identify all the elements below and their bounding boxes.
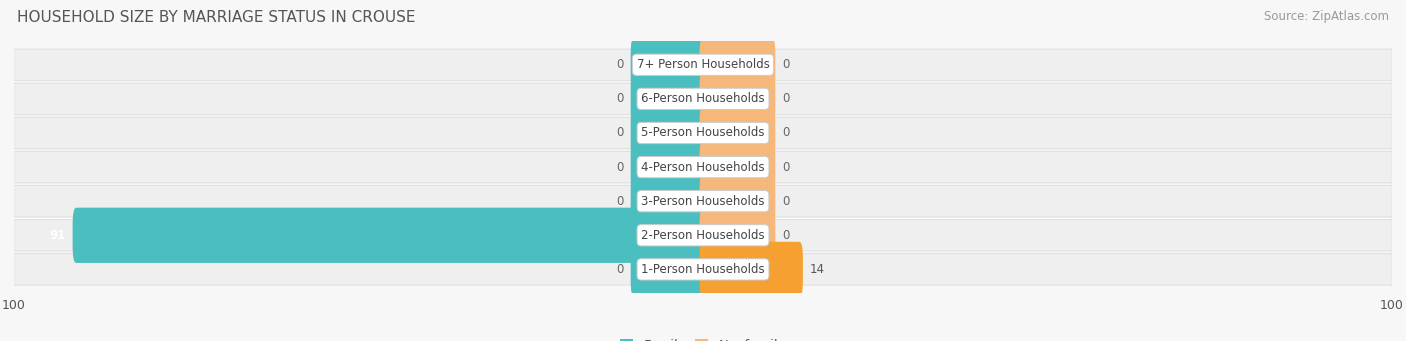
- FancyBboxPatch shape: [14, 151, 1392, 183]
- FancyBboxPatch shape: [700, 37, 775, 92]
- Text: 0: 0: [782, 195, 790, 208]
- FancyBboxPatch shape: [700, 105, 775, 161]
- FancyBboxPatch shape: [631, 105, 706, 161]
- FancyBboxPatch shape: [14, 186, 1392, 217]
- FancyBboxPatch shape: [700, 139, 775, 195]
- Text: 0: 0: [782, 127, 790, 139]
- Text: 4-Person Households: 4-Person Households: [641, 161, 765, 174]
- FancyBboxPatch shape: [14, 49, 1392, 80]
- Text: 0: 0: [616, 58, 624, 71]
- Text: 0: 0: [616, 127, 624, 139]
- Text: 0: 0: [782, 229, 790, 242]
- FancyBboxPatch shape: [14, 220, 1392, 251]
- Text: 7+ Person Households: 7+ Person Households: [637, 58, 769, 71]
- FancyBboxPatch shape: [14, 117, 1392, 149]
- Text: 0: 0: [616, 92, 624, 105]
- Text: 2-Person Households: 2-Person Households: [641, 229, 765, 242]
- FancyBboxPatch shape: [700, 174, 775, 229]
- Text: 6-Person Households: 6-Person Households: [641, 92, 765, 105]
- FancyBboxPatch shape: [700, 242, 803, 297]
- Text: 5-Person Households: 5-Person Households: [641, 127, 765, 139]
- Text: 0: 0: [782, 92, 790, 105]
- Text: 3-Person Households: 3-Person Households: [641, 195, 765, 208]
- Text: 0: 0: [616, 195, 624, 208]
- FancyBboxPatch shape: [700, 71, 775, 127]
- Text: 0: 0: [782, 161, 790, 174]
- FancyBboxPatch shape: [700, 208, 775, 263]
- Text: 14: 14: [810, 263, 825, 276]
- Text: 91: 91: [49, 229, 66, 242]
- Text: 0: 0: [616, 263, 624, 276]
- FancyBboxPatch shape: [631, 174, 706, 229]
- Text: HOUSEHOLD SIZE BY MARRIAGE STATUS IN CROUSE: HOUSEHOLD SIZE BY MARRIAGE STATUS IN CRO…: [17, 10, 415, 25]
- FancyBboxPatch shape: [73, 208, 706, 263]
- Text: 1-Person Households: 1-Person Households: [641, 263, 765, 276]
- Legend: Family, Nonfamily: Family, Nonfamily: [614, 334, 792, 341]
- FancyBboxPatch shape: [631, 139, 706, 195]
- Text: 0: 0: [616, 161, 624, 174]
- Text: 0: 0: [782, 58, 790, 71]
- FancyBboxPatch shape: [631, 37, 706, 92]
- FancyBboxPatch shape: [631, 242, 706, 297]
- FancyBboxPatch shape: [14, 254, 1392, 285]
- FancyBboxPatch shape: [14, 83, 1392, 115]
- Text: Source: ZipAtlas.com: Source: ZipAtlas.com: [1264, 10, 1389, 23]
- FancyBboxPatch shape: [631, 71, 706, 127]
